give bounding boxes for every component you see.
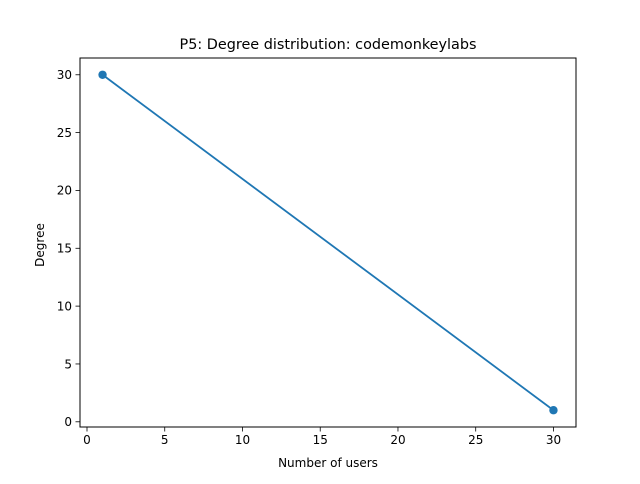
chart-title: P5: Degree distribution: codemonkeylabs [180, 37, 477, 53]
y-axis-label: Degree [33, 223, 47, 267]
x-tick-label: 10 [235, 433, 250, 447]
series-layer [98, 70, 558, 415]
x-axis-label: Number of users [278, 456, 378, 470]
x-tick-label: 5 [161, 433, 169, 447]
y-tick-label: 15 [57, 242, 72, 256]
series-line [101, 73, 555, 412]
y-tick-label: 5 [64, 357, 72, 371]
data-point [549, 406, 558, 415]
x-tick-label: 0 [83, 433, 91, 447]
y-tick-label: 30 [57, 68, 72, 82]
y-axis-ticks: 0 5 10 15 20 25 30 [57, 68, 80, 429]
x-tick-label: 20 [390, 433, 405, 447]
y-tick-label: 25 [57, 126, 72, 140]
x-tick-label: 25 [468, 433, 483, 447]
x-axis-ticks: 0 5 10 15 20 25 30 [83, 427, 561, 447]
x-tick-label: 30 [546, 433, 561, 447]
y-tick-label: 20 [57, 184, 72, 198]
y-tick-label: 10 [57, 299, 72, 313]
y-tick-label: 0 [64, 415, 72, 429]
x-tick-label: 15 [313, 433, 328, 447]
data-point [98, 70, 107, 79]
